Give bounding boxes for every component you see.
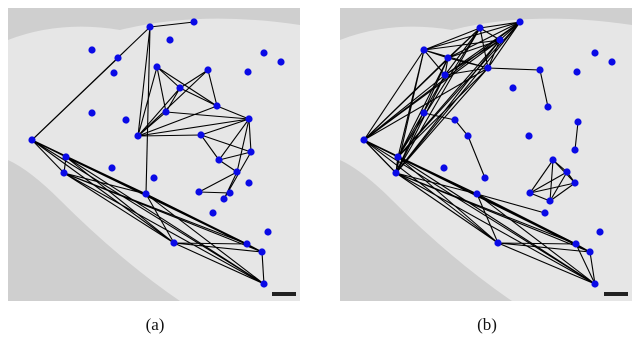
node (260, 280, 267, 287)
node (586, 248, 593, 255)
node (243, 240, 250, 247)
node (596, 228, 603, 235)
node (544, 103, 551, 110)
node (195, 188, 202, 195)
node (247, 148, 254, 155)
node (264, 228, 271, 235)
node (60, 169, 67, 176)
node (571, 146, 578, 153)
panel-b (340, 8, 632, 301)
node (88, 109, 95, 116)
node (146, 23, 153, 30)
node (197, 131, 204, 138)
node (260, 49, 267, 56)
node (591, 280, 598, 287)
node (209, 209, 216, 216)
node (245, 179, 252, 186)
node (62, 153, 69, 160)
panel-a (8, 8, 300, 301)
node (258, 248, 265, 255)
scale-bar (604, 292, 628, 296)
node (420, 46, 427, 53)
figure: (a) (b) (0, 0, 634, 339)
scale-bar (272, 292, 296, 296)
node (481, 174, 488, 181)
node (496, 36, 503, 43)
node (549, 156, 556, 163)
node (573, 68, 580, 75)
panel-label: (b) (477, 315, 497, 334)
node (546, 197, 553, 204)
node (153, 63, 160, 70)
node (572, 240, 579, 247)
node (516, 18, 523, 25)
node (574, 118, 581, 125)
node (525, 132, 532, 139)
node (464, 132, 471, 139)
node (440, 164, 447, 171)
node (473, 190, 480, 197)
node (245, 115, 252, 122)
node (204, 66, 211, 73)
node (476, 24, 483, 31)
node (441, 71, 448, 78)
node (142, 190, 149, 197)
node (509, 84, 516, 91)
node (392, 169, 399, 176)
node (394, 153, 401, 160)
node (233, 168, 240, 175)
node (484, 64, 491, 71)
node (28, 136, 35, 143)
node (608, 58, 615, 65)
node (541, 209, 548, 216)
panel-label: (a) (146, 315, 165, 334)
node (134, 132, 141, 139)
node (244, 68, 251, 75)
node (213, 102, 220, 109)
node (166, 36, 173, 43)
node (563, 168, 570, 175)
node (114, 54, 121, 61)
node (110, 69, 117, 76)
node (277, 58, 284, 65)
node (536, 66, 543, 73)
node (170, 239, 177, 246)
node (150, 174, 157, 181)
node (526, 189, 533, 196)
node (571, 179, 578, 186)
node (360, 136, 367, 143)
node (444, 54, 451, 61)
node (108, 164, 115, 171)
node (591, 49, 598, 56)
node (420, 109, 427, 116)
node (162, 108, 169, 115)
node (122, 116, 129, 123)
node (215, 156, 222, 163)
node (190, 18, 197, 25)
node (451, 116, 458, 123)
node (88, 46, 95, 53)
node (220, 195, 227, 202)
node (494, 239, 501, 246)
node (176, 84, 183, 91)
node (226, 189, 233, 196)
